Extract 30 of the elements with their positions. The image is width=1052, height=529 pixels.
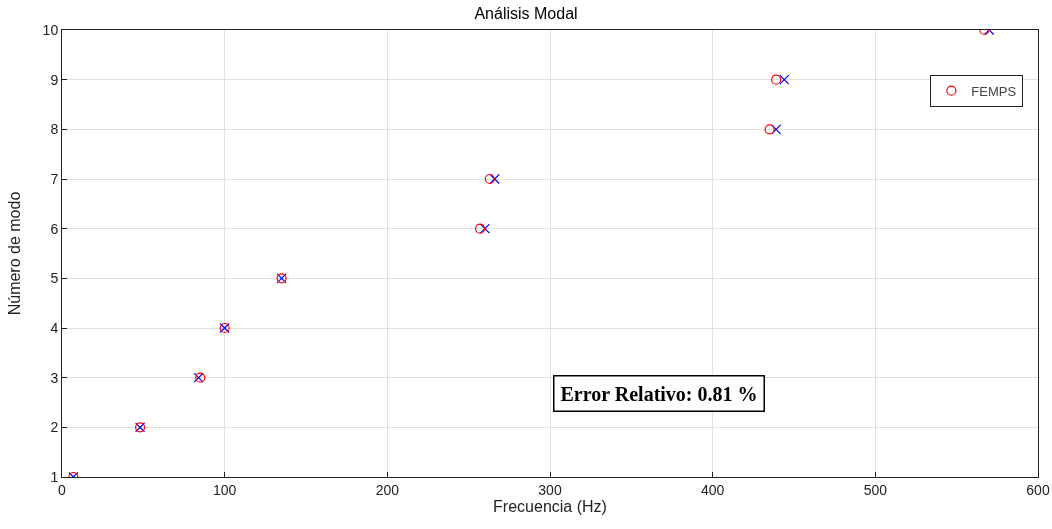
- point: [771, 124, 782, 135]
- y-axis-title: Número de modo: [6, 191, 23, 316]
- y-tick-label: 9: [50, 71, 59, 88]
- y-tick-label: 2: [50, 419, 59, 436]
- x-tick-label: 300: [538, 481, 562, 498]
- x-tick-label: 500: [863, 481, 888, 498]
- y-tick-label: 1: [50, 468, 59, 485]
- y-tick-label: 4: [50, 319, 59, 336]
- x-tick-label: 100: [212, 481, 237, 498]
- y-tick-label: 7: [50, 170, 59, 187]
- point: [489, 173, 500, 185]
- y-tick-label: 3: [50, 369, 59, 386]
- y-tick-label: 5: [50, 270, 59, 287]
- annotation: Error Relativo: 0.81 %: [560, 382, 758, 405]
- y-tick-label: 10: [42, 21, 59, 38]
- point: [779, 74, 790, 85]
- point: [764, 124, 775, 135]
- x-tick-label: 200: [375, 481, 400, 498]
- point: [771, 74, 782, 85]
- chart-title: Análisis Modal: [474, 5, 578, 23]
- y-tick-label: 8: [50, 121, 59, 138]
- x-axis-title: Frecuencia (Hz): [493, 498, 607, 516]
- y-tick-label: 6: [50, 220, 59, 237]
- x-tick-label: 0: [58, 481, 67, 498]
- x-tick-label: 600: [1026, 481, 1050, 498]
- point: [479, 223, 491, 234]
- point: [474, 223, 486, 234]
- x-tick-label: 400: [700, 481, 725, 498]
- point: [484, 173, 495, 185]
- legend-label: FEMPS: [971, 83, 1017, 99]
